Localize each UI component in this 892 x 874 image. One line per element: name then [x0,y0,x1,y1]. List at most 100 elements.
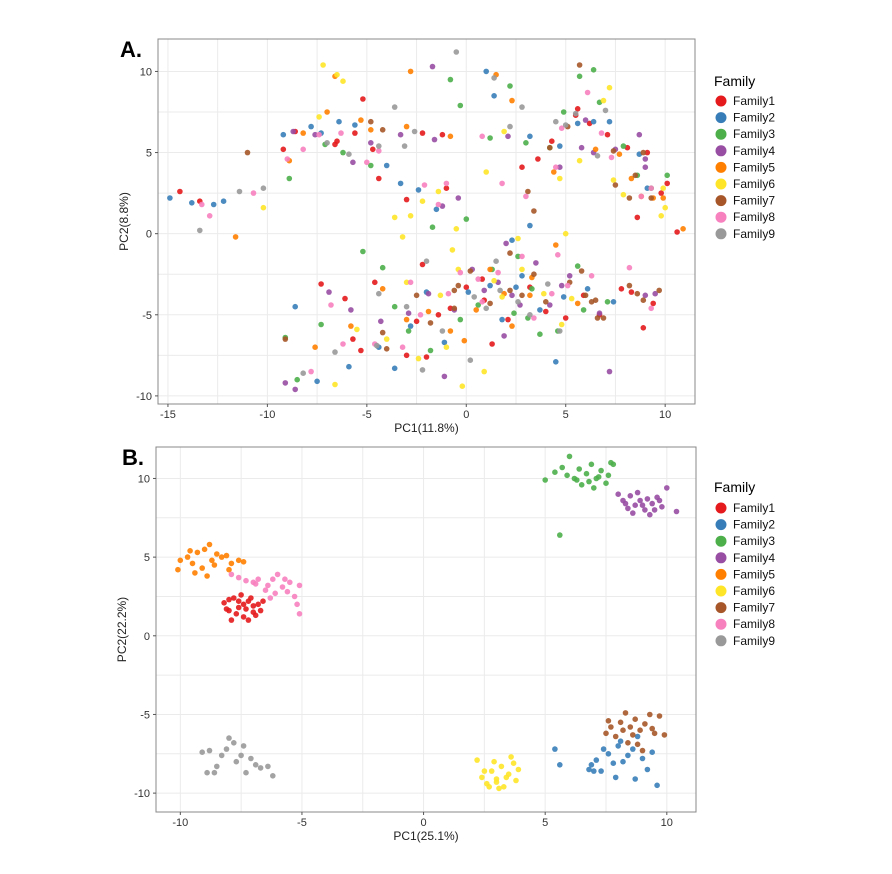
data-point [291,593,298,600]
data-point [328,302,334,308]
data-point [421,182,428,188]
data-point [651,507,658,513]
data-point [656,713,663,719]
data-point [562,230,569,237]
data-point [419,261,426,268]
data-point [257,607,264,614]
data-point [272,590,279,597]
legend-label: Family3 [733,534,775,548]
legend-item: Family1 [715,501,775,515]
series-family7 [244,62,662,352]
data-point [656,287,662,294]
data-point [664,180,670,187]
data-point [600,315,607,321]
data-point [617,738,624,744]
data-point [615,743,621,749]
data-point [479,133,486,140]
data-point [598,467,604,474]
data-point [491,75,497,81]
data-point [545,281,551,287]
legend-label: Family8 [733,210,775,224]
data-point [664,485,670,491]
data-point [600,97,607,104]
data-point [368,162,374,169]
data-point [499,316,505,323]
data-point [379,127,386,133]
data-point [660,195,666,201]
data-point [610,177,617,183]
data-point [652,290,658,297]
data-point [557,164,563,170]
data-point [467,357,474,364]
data-point [364,159,370,166]
data-point [300,370,307,377]
data-point [503,240,509,247]
data-point [620,191,627,198]
data-point [509,323,515,329]
data-point [606,84,613,91]
data-point [240,559,247,565]
series-family4 [282,63,658,393]
data-point [491,758,497,765]
data-point [634,741,641,748]
data-point [177,557,184,564]
data-point [240,614,247,620]
data-point [211,562,218,568]
data-point [407,68,414,75]
data-point [255,576,261,582]
data-point [350,336,356,342]
data-point [354,326,360,333]
data-point [415,355,422,362]
data-point [612,774,619,781]
data-point [318,321,324,328]
data-point [235,598,242,604]
data-point [282,576,288,582]
data-point [513,777,519,784]
data-point [405,310,412,317]
data-point [441,339,448,346]
data-point [543,308,549,315]
data-point [243,577,249,584]
data-point [236,188,243,195]
data-point [233,758,240,765]
data-point [639,502,646,509]
data-point [481,768,488,774]
data-point [290,128,297,135]
data-point [588,461,595,468]
data-point [603,730,609,737]
data-point [352,122,358,128]
data-point [318,281,324,287]
data-point [602,107,609,114]
data-point [487,282,493,289]
data-point [658,190,664,196]
data-point [503,774,510,781]
data-point [507,250,513,256]
data-point [541,290,547,297]
data-point [435,188,442,195]
data-point [590,67,597,73]
data-point [491,277,497,284]
data-point [489,341,495,347]
data-point [483,169,490,175]
data-point [360,96,366,102]
data-point [419,130,426,136]
y-axis-label: PC2(22.2%) [115,597,129,662]
data-point [405,328,412,334]
series-family6 [260,62,668,390]
data-point [471,294,478,300]
data-point [280,146,287,153]
data-point [574,477,580,483]
data-point [243,769,249,776]
data-point [296,611,303,617]
data-point [218,752,225,759]
data-point [642,156,649,162]
y-tick-label: -5 [140,709,150,721]
data-point [574,106,581,112]
data-point [553,164,559,170]
data-point [167,195,173,201]
data-point [379,329,386,336]
data-point [443,344,450,351]
data-point [525,188,531,195]
y-tick-label: 5 [144,552,150,564]
x-tick-label: -5 [297,817,307,829]
